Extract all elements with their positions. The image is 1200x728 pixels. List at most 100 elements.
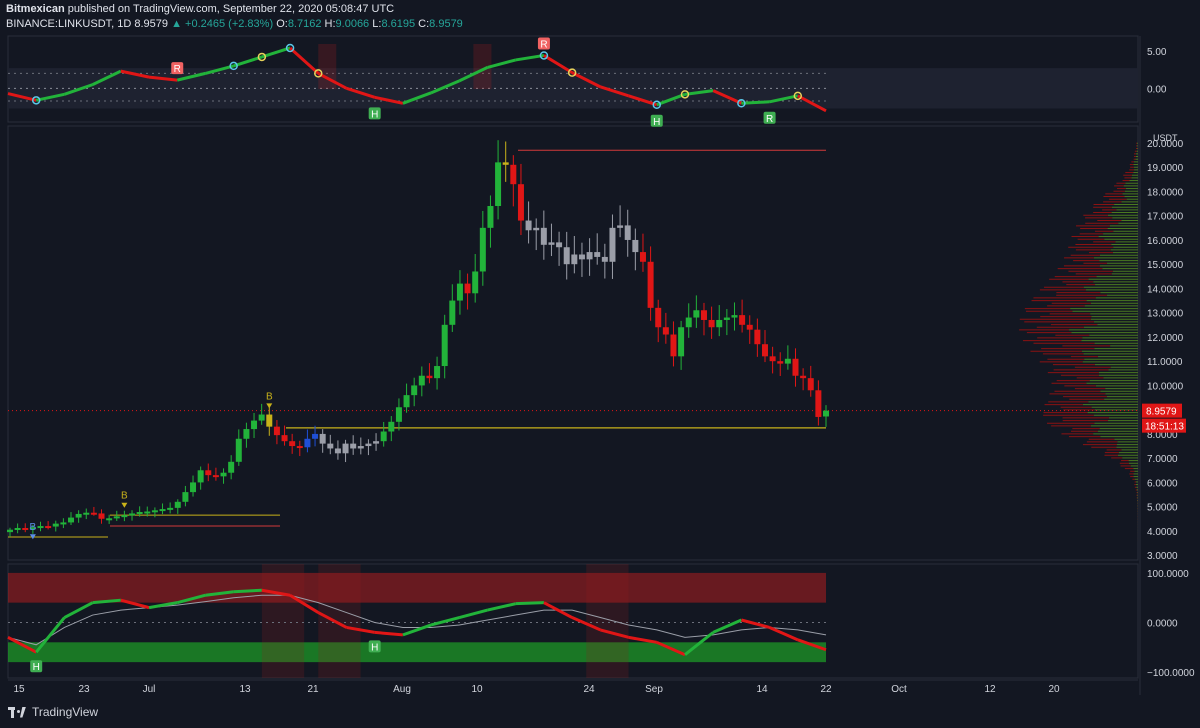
top-marker-badge [763,111,776,124]
candle [700,310,707,320]
top-dot [793,91,803,101]
top-dot [229,61,238,71]
price-axis-tick: 7.0000 [1147,454,1178,465]
top-marker-label: H [653,117,660,128]
candle [754,329,761,345]
time-axis-tick: 10 [471,684,483,695]
candle [266,414,273,427]
candle [456,283,463,301]
time-axis-tick: 22 [820,684,832,695]
bottom-line-segment [63,601,94,619]
currency-label: USDT [1153,133,1178,143]
bottom-marker-badge [30,660,43,673]
price-axis-tick: 20.0000 [1147,139,1184,150]
candle [289,441,296,447]
bottom-axis-tick: 0.0000 [1147,618,1178,629]
candle [190,482,197,493]
bottom-oscillator-pane[interactable]: HH [7,564,827,678]
top-line-segment [656,92,686,107]
candle [228,461,235,473]
ohlc-low: 8.6195 [381,18,416,30]
price-axis-tick: 17.0000 [1147,212,1184,223]
price-axis-tick: 13.0000 [1147,309,1184,320]
top-line-segment [176,71,206,82]
top-axis-tick: 5.00 [1147,47,1167,58]
top-line-segment [712,89,742,105]
candle [647,261,654,308]
top-line-segment [543,54,573,74]
time-axis-tick: 12 [984,684,996,695]
candle [434,366,441,379]
price-axis-tick: 18.0000 [1147,187,1184,198]
bottom-line-segment [148,601,178,610]
candle [403,395,410,408]
top-line-segment [7,92,37,102]
time-axis-tick: 23 [78,684,90,695]
symbol-name[interactable]: BINANCE:LINKUSDT, 1D [6,18,132,30]
symbol-legend: BINANCE:LINKUSDT, 1D 8.9579 ▲ +0.2465 (+… [6,17,463,32]
bottom-zone [261,564,305,678]
candle [517,184,524,221]
top-line-segment [430,79,460,95]
top-zone [473,44,492,89]
candle [37,526,44,529]
top-line-segment [63,83,94,96]
price-axis-tick: 11.0000 [1147,357,1183,368]
price-axis-tick: 15.0000 [1147,260,1184,271]
candle [609,227,616,262]
candle [662,327,669,335]
candle [182,492,189,502]
candle [304,438,311,448]
candle [525,220,532,231]
bottom-line-segment [458,608,488,619]
top-line-segment [741,100,770,105]
top-marker-label: H [371,109,378,120]
price-axis[interactable]: 5.00 0.00 20.0000 19.0000 18.0000 17.0000 16.0… [1142,47,1195,679]
oversold-band [8,642,826,663]
bottom-line-segment [740,618,770,629]
candle [136,511,143,514]
top-dot [285,43,295,53]
price-axis-tick: 10.0000 [1147,381,1184,392]
publisher-name[interactable]: Bitmexican [6,3,65,15]
top-line-segment [148,75,178,82]
top-oscillator-pane[interactable]: R R H H R [7,37,1138,128]
top-line-segment [91,69,122,86]
time-axis[interactable]: 15 23 Jul 13 21 Aug 10 24 Sep 14 22 Oct 12 20 [8,679,1138,695]
candle [159,509,166,512]
bottom-line-segment [261,588,291,597]
footer: TradingView [8,705,98,719]
last-price: 8.9579 [134,18,169,30]
price-axis-tick: 14.0000 [1147,284,1184,295]
candle [441,324,448,367]
top-line-segment [346,86,376,99]
candle [342,443,349,454]
bottom-line-segment [205,590,234,597]
candle [350,443,357,449]
candle [357,446,364,449]
candle [815,390,822,417]
price-pane[interactable]: B B B [7,140,1138,542]
candle [167,507,174,510]
candle [495,162,502,207]
candle [731,315,738,318]
bottom-line-segment [317,611,348,629]
time-axis-tick: 24 [583,684,595,695]
bottom-line-segment [289,593,320,614]
ohlc-open: 8.7162 [287,18,322,30]
bottom-line-segment [120,598,150,610]
ohlc-high-label: H: [324,18,336,30]
bottom-line-segment [684,631,715,656]
overbought-band [8,572,826,603]
candle [212,475,219,478]
price-axis-tick: 6.0000 [1147,478,1178,489]
bottom-line-segment [7,636,37,654]
candle [639,252,646,262]
top-dot [257,52,267,62]
candle [777,361,784,364]
candle [426,375,433,379]
footer-brand[interactable]: TradingView [32,705,99,719]
candle [296,446,303,449]
top-line-segment [515,53,545,62]
